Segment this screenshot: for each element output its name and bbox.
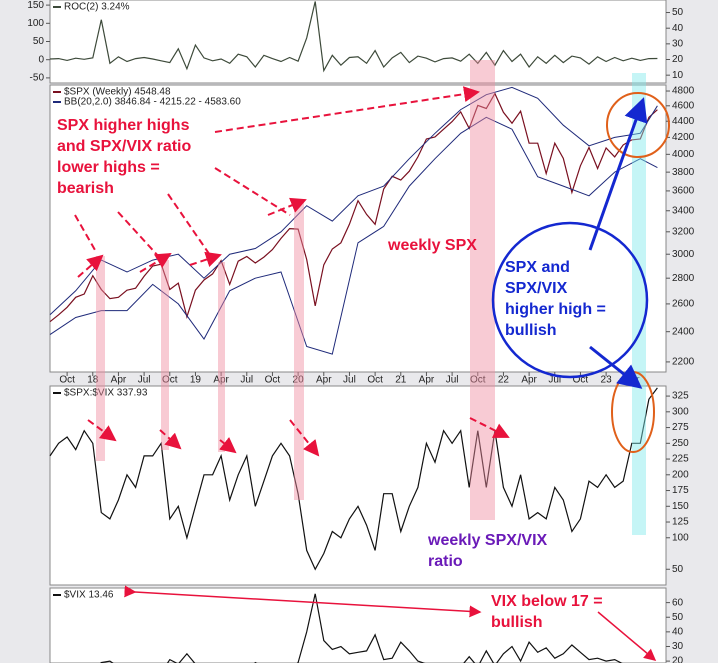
y2-tick-label: 3400 (672, 205, 695, 216)
legend: $VIX 13.46 (64, 590, 114, 601)
highlights (96, 60, 646, 535)
y2-tick-label: 50 (672, 564, 684, 575)
annotations: SPX higher highs and SPX/VIX ratio lower… (57, 117, 606, 631)
x-tick-label: Jul (548, 375, 561, 386)
x-tick-label: 18 (87, 375, 99, 386)
legend: ROC(2) 3.24% (64, 2, 130, 13)
y2-tick-label: 4600 (672, 100, 695, 111)
y2-tick-label: 250 (672, 438, 689, 449)
annotation: higher high = (505, 301, 606, 318)
y2-tick-label: 4800 (672, 86, 695, 97)
y2-tick-label: 3200 (672, 226, 695, 237)
annotation: weekly SPX/VIX (427, 532, 548, 549)
y2-tick-label: 100 (672, 532, 689, 543)
x-tick-label: Oct (59, 375, 75, 386)
panel (49, 0, 667, 84)
annotation: SPX higher highs (57, 117, 190, 134)
x-tick-label: Oct (367, 375, 383, 386)
x-tick-label: Oct (265, 375, 281, 386)
legend: $SPX (Weekly) 4548.48 (64, 87, 171, 98)
y2-tick-label: 30 (672, 641, 684, 652)
y2-tick-label: 4400 (672, 116, 695, 127)
y2-tick-label: 10 (672, 70, 684, 81)
x-tick-label: Jul (240, 375, 253, 386)
x-tick-label: Jul (343, 375, 356, 386)
x-tick-label: 22 (498, 375, 510, 386)
legend: BB(20,2.0) 3846.84 - 4215.22 - 4583.60 (64, 97, 241, 108)
series-line (49, 387, 658, 571)
y2-tick-label: 50 (672, 612, 684, 623)
annotation: bearish (57, 180, 114, 197)
annotation: and SPX/VIX ratio (57, 138, 191, 155)
y2-tick-label: 300 (672, 406, 689, 417)
annotation: weekly SPX (387, 237, 477, 254)
annotation: VIX below 17 = (491, 593, 603, 610)
annotation: lower highs = (57, 159, 160, 176)
annotation: bullish (505, 322, 557, 339)
y2-tick-label: 3800 (672, 167, 695, 178)
y2-tick-label: 4000 (672, 149, 695, 160)
y2-tick-label: 225 (672, 454, 689, 465)
y2-tick-label: 200 (672, 469, 689, 480)
y2-tick-label: 20 (672, 656, 684, 663)
series-line (99, 593, 623, 663)
y2-tick-label: 125 (672, 517, 689, 528)
annotation: SPX/VIX (505, 280, 568, 297)
x-tick-label: 23 (601, 375, 613, 386)
y2-tick-label: 2800 (672, 273, 695, 284)
series-line (49, 92, 658, 323)
y2-tick-label: 2400 (672, 326, 695, 337)
x-tick-label: Apr (419, 375, 435, 386)
annotation-shapes (74, 86, 670, 661)
series-line (49, 116, 658, 355)
series-line (49, 1, 658, 73)
y2-tick-label: 30 (672, 38, 684, 49)
y-tick-label: 100 (27, 18, 44, 29)
y2-tick-label: 2600 (672, 299, 695, 310)
annotation: SPX and (505, 259, 570, 276)
x-tick-label: Oct (573, 375, 589, 386)
y2-tick-label: 275 (672, 422, 689, 433)
legend: $SPX:$VIX 337.93 (64, 388, 148, 399)
x-tick-label: Apr (111, 375, 127, 386)
y-tick-label: -50 (30, 73, 45, 84)
y-tick-label: 150 (27, 0, 44, 11)
series-line (49, 86, 658, 316)
y2-tick-label: 20 (672, 54, 684, 65)
y2-tick-label: 40 (672, 23, 684, 34)
x-tick-label: 21 (395, 375, 407, 386)
annotation: ratio (428, 553, 463, 570)
x-tick-label: 20 (293, 375, 305, 386)
panel (49, 385, 667, 586)
y-tick-label: 0 (38, 54, 44, 65)
x-tick-label: 19 (190, 375, 202, 386)
y-tick-label: 50 (33, 36, 45, 47)
y2-tick-label: 60 (672, 597, 684, 608)
y2-tick-label: 2200 (672, 357, 695, 368)
y2-tick-label: 3000 (672, 249, 695, 260)
y2-tick-label: 325 (672, 391, 689, 402)
x-tick-label: Oct (162, 375, 178, 386)
x-tick-label: Apr (316, 375, 332, 386)
annotation: bullish (491, 614, 543, 631)
x-tick-label: Jul (138, 375, 151, 386)
y2-tick-label: 50 (672, 7, 684, 18)
y2-tick-label: 175 (672, 485, 689, 496)
y2-tick-label: 150 (672, 501, 689, 512)
panel (49, 84, 667, 373)
y2-tick-label: 40 (672, 627, 684, 638)
x-tick-label: Apr (213, 375, 229, 386)
x-tick-label: Oct (470, 375, 486, 386)
x-tick-label: Jul (446, 375, 459, 386)
y2-tick-label: 3600 (672, 186, 695, 197)
x-tick-label: Apr (521, 375, 537, 386)
y2-tick-label: 4200 (672, 132, 695, 143)
